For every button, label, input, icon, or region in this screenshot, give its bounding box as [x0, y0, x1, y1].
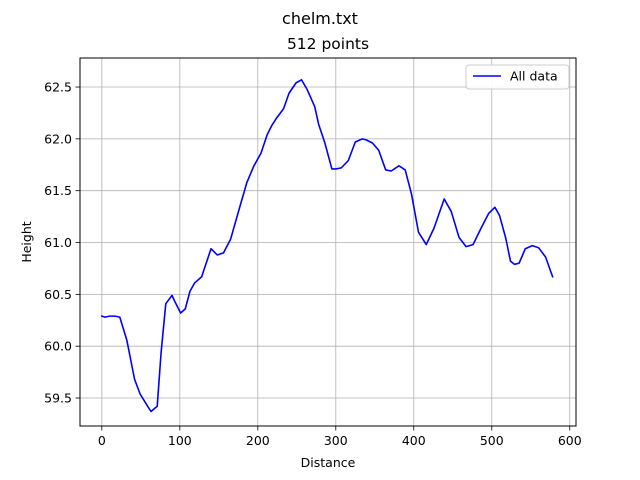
y-tick-label: 61.5 [44, 183, 72, 198]
x-tick-label: 200 [246, 433, 270, 448]
series-line-all-data [100, 78, 554, 413]
legend: All data [465, 64, 570, 90]
y-tick-label: 61.0 [44, 235, 72, 250]
x-tick-label: 600 [558, 433, 582, 448]
x-tick-label: 100 [168, 433, 192, 448]
y-tick-label: 60.0 [44, 339, 72, 354]
legend-box [465, 64, 570, 90]
y-tick-label: 60.5 [44, 287, 72, 302]
legend-label-all-data: All data [510, 69, 558, 84]
x-tick-label: 500 [480, 433, 504, 448]
chart-title: 512 points [287, 35, 369, 53]
figure-suptitle: chelm.txt [282, 9, 358, 28]
y-axis-label: Height [19, 221, 34, 262]
x-axis-label: Distance [301, 455, 356, 470]
axis-ticks: 0 100 200 300 400 500 600 59.5 60.0 60.5 61.0 61.5 6… [44, 80, 582, 448]
x-tick-label: 0 [98, 433, 106, 448]
y-tick-label: 62.0 [44, 131, 72, 146]
plot-area-frame [79, 57, 577, 427]
y-tick-label: 62.5 [44, 80, 72, 95]
y-tick-label: 59.5 [44, 391, 72, 406]
grid [80, 58, 576, 426]
x-tick-label: 300 [324, 433, 348, 448]
series-layer [100, 78, 554, 413]
x-tick-label: 400 [402, 433, 426, 448]
